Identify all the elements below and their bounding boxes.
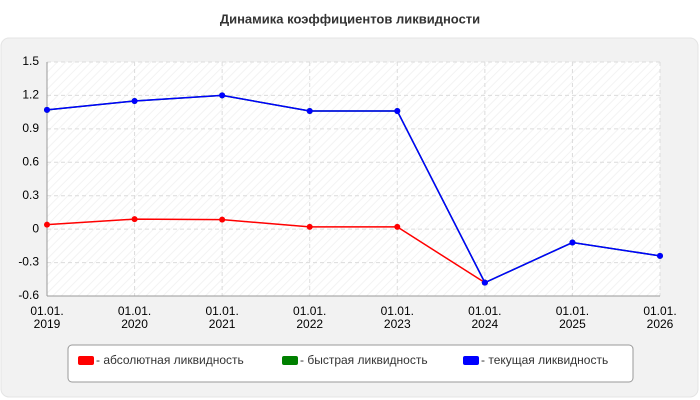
x-tick-label: 01.01. 2022: [293, 304, 327, 331]
data-point: [219, 216, 226, 223]
y-tick-label: 0.6: [22, 154, 39, 168]
data-point: [306, 223, 313, 230]
data-point: [44, 221, 50, 228]
y-tick-label: -0.3: [18, 255, 39, 269]
legend-swatch: [282, 356, 298, 365]
series-line: [46, 218, 486, 284]
y-tick-label: 0.9: [22, 121, 39, 135]
x-tick-label: 01.01. 2024: [468, 304, 502, 331]
data-point: [394, 223, 401, 230]
x-tick-label: 01.01. 2020: [117, 304, 152, 331]
series-line: [46, 94, 661, 284]
legend-swatch: [463, 356, 479, 365]
y-tick-label: -0.6: [18, 288, 39, 302]
x-tick-label: 01.01. 2023: [380, 304, 414, 331]
legend-label: - абсолютная ликвидность: [96, 353, 244, 367]
y-tick-label: 1.2: [22, 88, 39, 102]
x-tick-label: 01.01. 2019: [30, 304, 64, 331]
data-point: [44, 106, 50, 113]
data-point: [306, 108, 313, 115]
data-point: [481, 279, 488, 286]
legend-label: - текущая ликвидность: [481, 353, 608, 367]
x-tick-label: 01.01. 2025: [555, 304, 590, 331]
x-tick-label: 01.01. 2021: [205, 304, 239, 331]
data-point: [657, 252, 663, 259]
legend-label: - быстрая ликвидность: [300, 353, 428, 367]
data-point: [219, 92, 226, 99]
x-tick-label: 01.01. 2026: [643, 304, 677, 331]
data-point: [131, 216, 138, 223]
legend-swatch: [78, 356, 94, 365]
plot-area: [47, 62, 660, 296]
data-point: [394, 108, 401, 115]
data-point: [131, 98, 138, 104]
y-tick-label: 0: [32, 221, 39, 235]
legend: [67, 344, 634, 383]
chart-title: Динамика коэффициентов ликвидности: [220, 11, 480, 26]
data-point: [569, 239, 576, 246]
y-tick-label: 0.3: [22, 188, 39, 202]
y-tick-label: 1.5: [22, 54, 39, 68]
